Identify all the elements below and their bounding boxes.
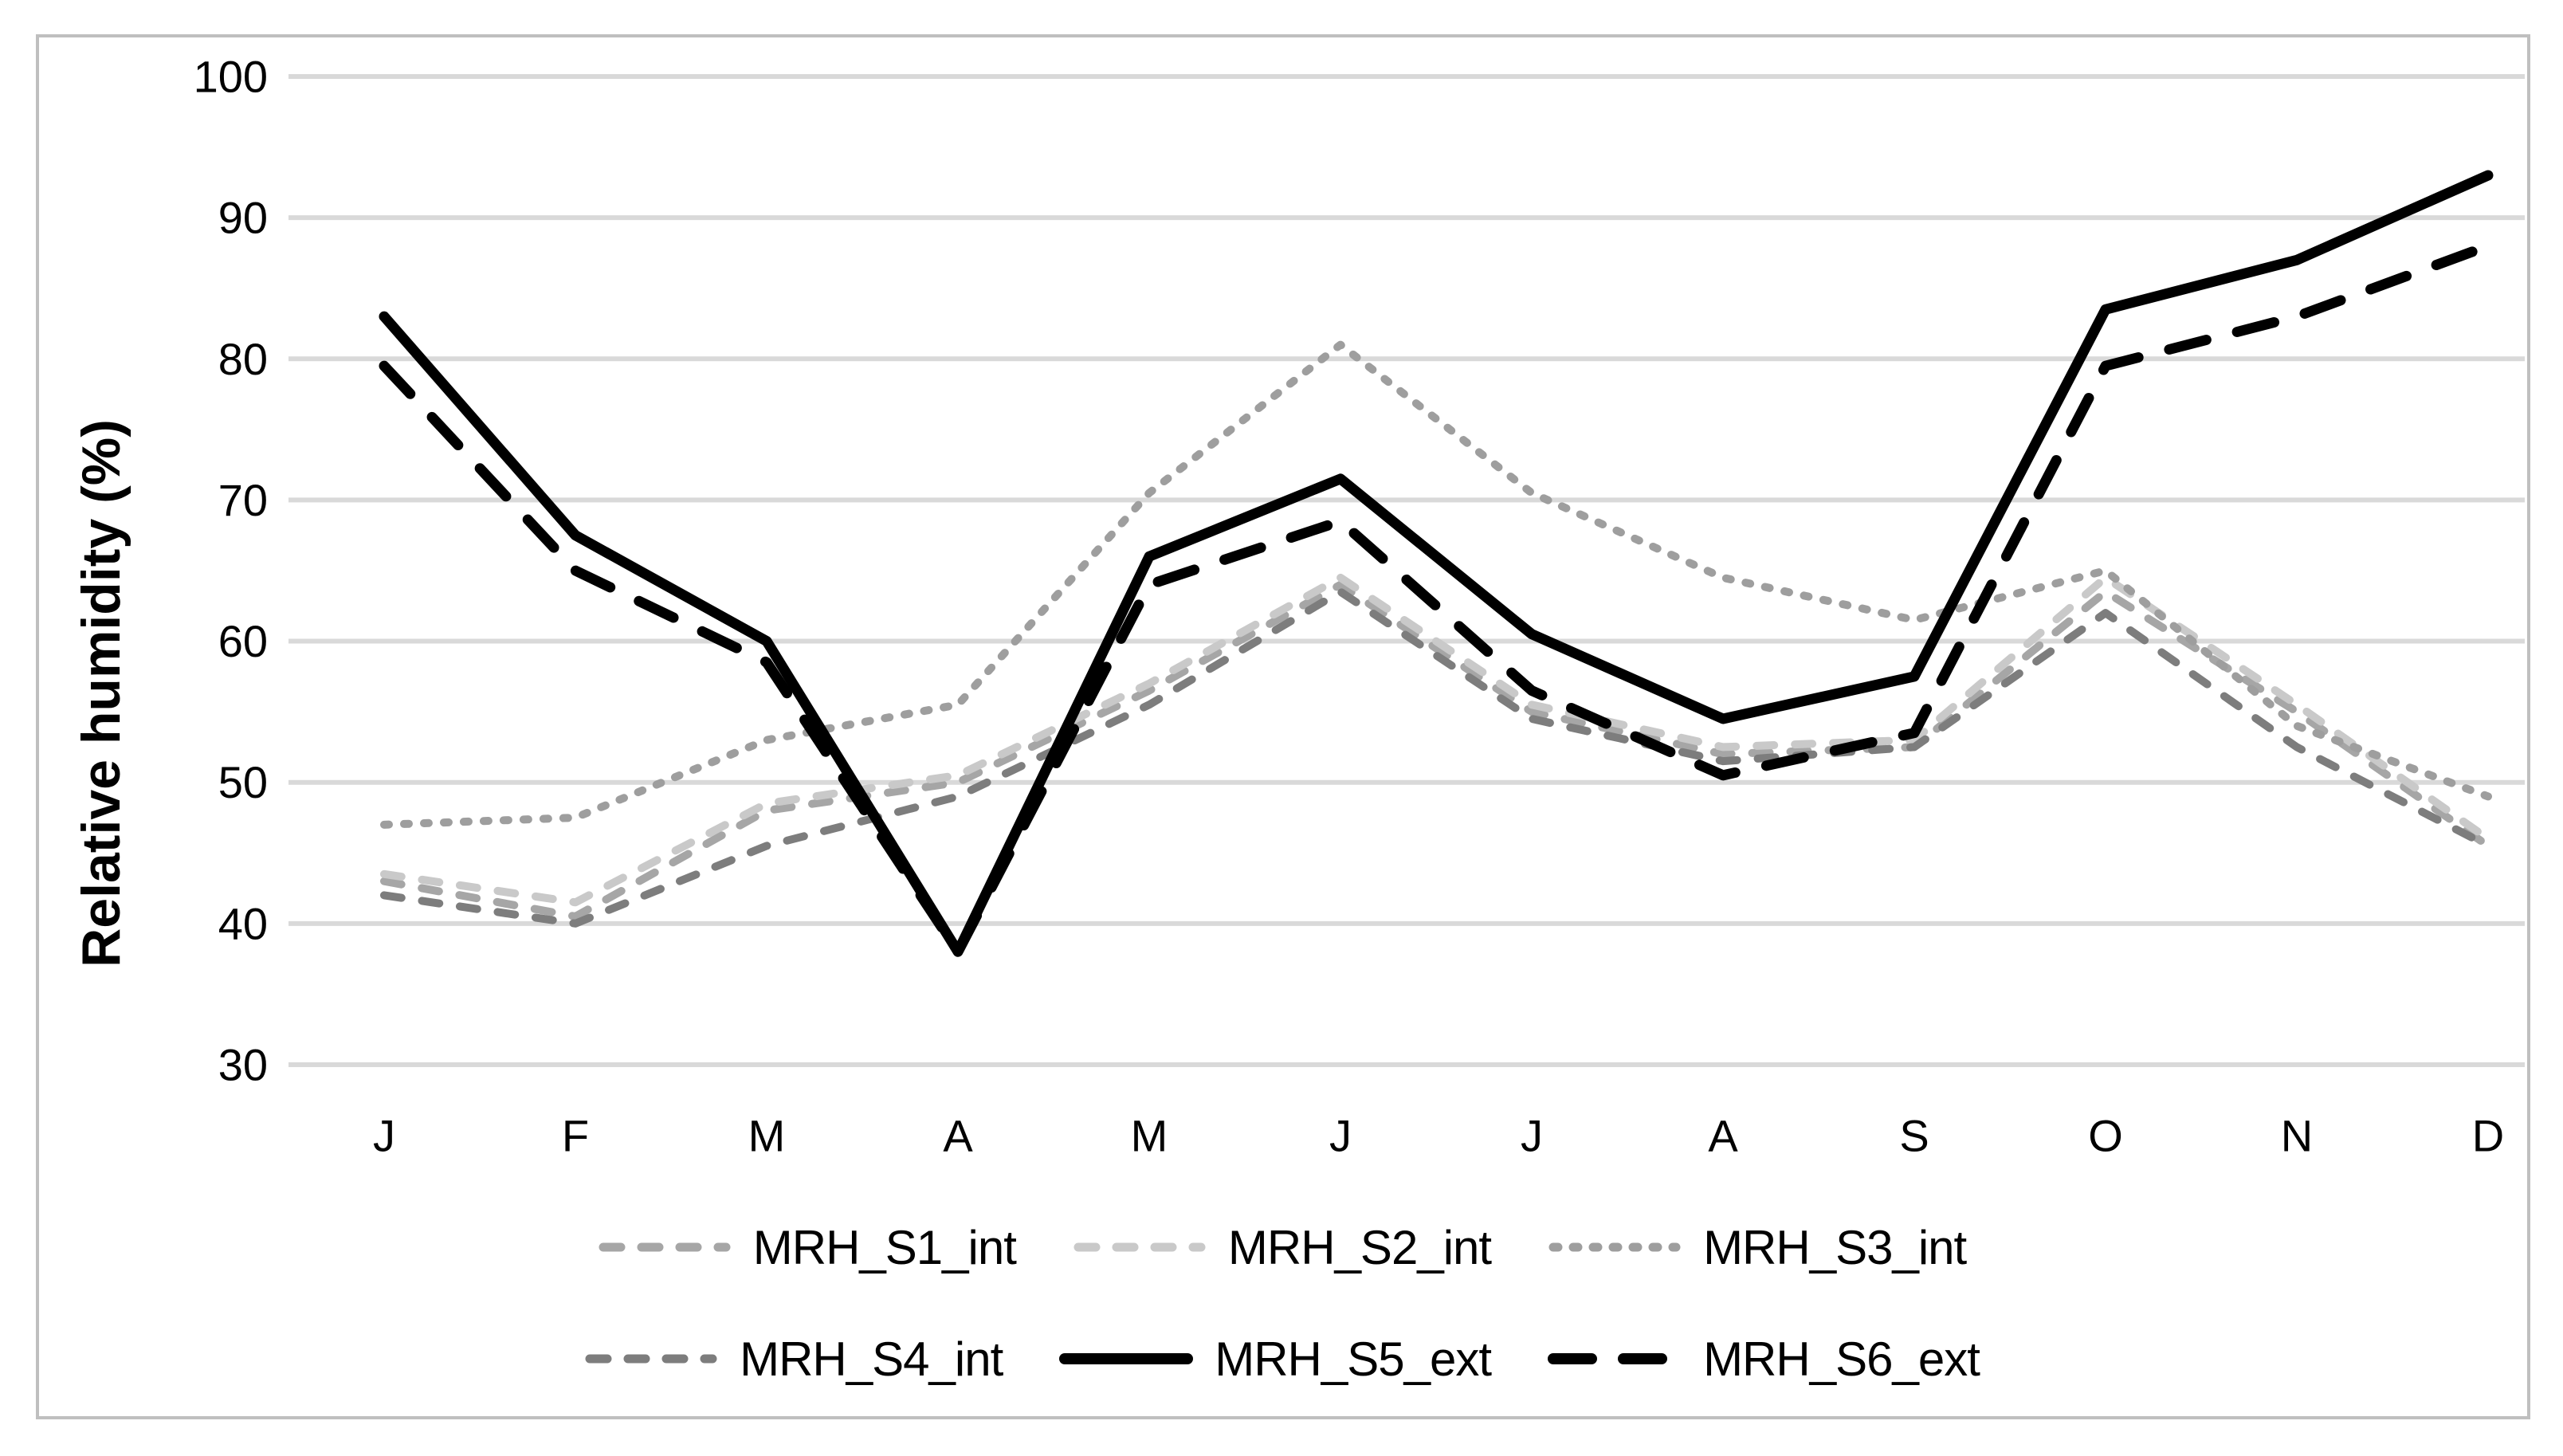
legend-label-MRH_S2_int: MRH_S2_int — [1227, 1220, 1492, 1274]
legend-label-MRH_S4_int: MRH_S4_int — [740, 1332, 1003, 1386]
y-tick-label-30: 30 — [218, 1039, 268, 1089]
legend-line-swatch-icon-MRH_S1_int — [599, 1242, 731, 1252]
series-line-MRH_S6_ext — [379, 241, 2494, 957]
y-tick-label-70: 70 — [218, 475, 268, 525]
legend-row-2: MRH_S4_int MRH_S5_ext MRH_S6_ext — [0, 1311, 2563, 1407]
series-line-MRH_S4_int — [380, 587, 2492, 928]
x-tick-label-2-F: F — [562, 1111, 589, 1161]
y-tick-label-60: 60 — [218, 616, 268, 666]
y-tick-label-40: 40 — [218, 898, 268, 948]
legend-line-swatch-icon-MRH_S3_int — [1548, 1242, 1681, 1252]
legend-label-MRH_S6_ext: MRH_S6_ext — [1703, 1332, 1980, 1386]
x-tick-label-7-J: J — [1521, 1111, 1543, 1161]
series-line-MRH_S1_int — [380, 580, 2492, 920]
x-tick-label-3-M: M — [748, 1111, 786, 1161]
series-line-MRH_S2_int — [380, 573, 2492, 907]
legend-item-MRH_S2_int: MRH_S2_int — [1072, 1220, 1492, 1275]
gridlines — [288, 74, 2525, 1067]
legend-item-MRH_S1_int: MRH_S1_int — [597, 1220, 1017, 1275]
x-tick-label-11-N: N — [2281, 1111, 2313, 1161]
x-tick-label-5-M: M — [1131, 1111, 1168, 1161]
y-tick-labels: 100 90 80 70 60 50 40 30 — [194, 52, 268, 1090]
x-tick-label-1-J: J — [373, 1111, 395, 1161]
x-tick-label-6-J: J — [1329, 1111, 1352, 1161]
legend-item-MRH_S3_int: MRH_S3_int — [1547, 1220, 1967, 1275]
y-tick-label-80: 80 — [218, 334, 268, 384]
y-tick-label-50: 50 — [218, 757, 268, 807]
legend-label-MRH_S3_int: MRH_S3_int — [1703, 1220, 1967, 1274]
legend-line-swatch-icon-MRH_S4_int — [585, 1354, 717, 1364]
legend-row-1: MRH_S1_int MRH_S2_int MRH_S3_int — [0, 1199, 2563, 1295]
legend-label-MRH_S5_ext: MRH_S5_ext — [1215, 1332, 1492, 1386]
series-line-MRH_S3_int — [380, 340, 2492, 829]
legend-item-MRH_S6_ext: MRH_S6_ext — [1547, 1332, 1980, 1387]
x-tick-label-12-D: D — [2472, 1111, 2504, 1161]
legend-line-swatch-icon-MRH_S5_ext — [1059, 1353, 1194, 1364]
series-lines — [379, 170, 2494, 957]
x-tick-label-9-S: S — [1899, 1111, 1929, 1161]
figure-border — [36, 34, 2530, 1419]
x-tick-label-4-A: A — [943, 1111, 973, 1161]
series-line-MRH_S5_ext — [379, 170, 2494, 957]
y-axis-title: Relative humidity (%) — [71, 419, 131, 967]
y-tick-label-90: 90 — [218, 193, 268, 243]
legend-line-swatch-icon-MRH_S2_int — [1073, 1242, 1206, 1252]
legend-item-MRH_S5_ext: MRH_S5_ext — [1058, 1332, 1492, 1387]
x-tick-label-8-A: A — [1708, 1111, 1738, 1161]
legend-item-MRH_S4_int: MRH_S4_int — [583, 1332, 1003, 1387]
legend-line-swatch-icon-MRH_S6_ext — [1548, 1353, 1682, 1364]
y-tick-label-100: 100 — [194, 52, 268, 102]
legend-label-MRH_S1_int: MRH_S1_int — [752, 1220, 1017, 1274]
x-tick-label-10-O: O — [2088, 1111, 2123, 1161]
